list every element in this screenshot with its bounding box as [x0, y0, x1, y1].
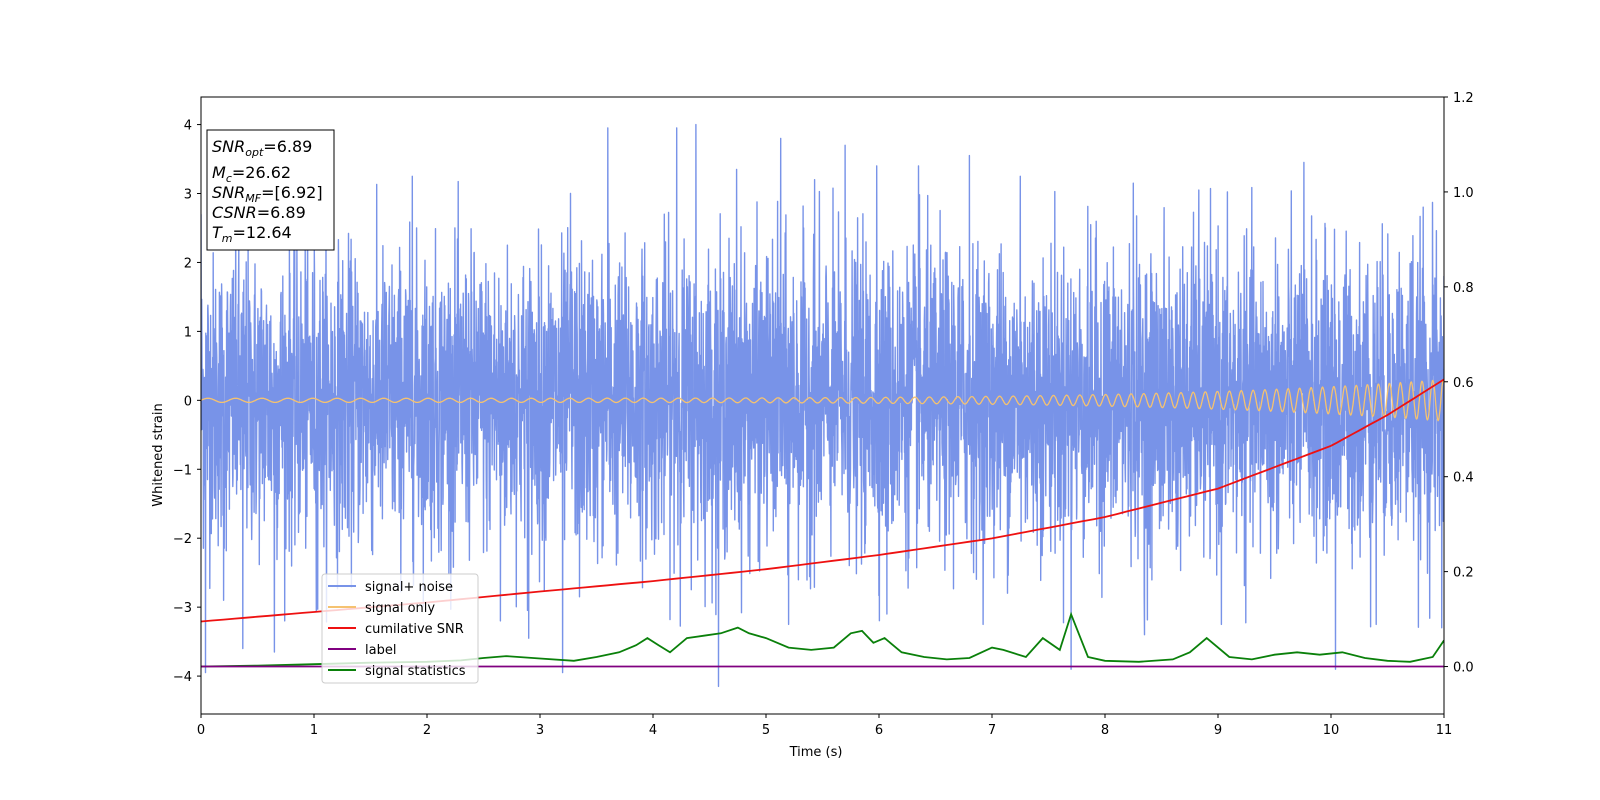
- legend-entry-label: cumilative SNR: [365, 622, 464, 637]
- legend-entry-label: signal only: [365, 601, 435, 616]
- series-signal-statistics-line: [201, 611, 1444, 668]
- stats-annotation-box: SNRopt=6.89 Mc=26.62SNRMF=[6.92]CSNR=6.89…: [206, 129, 335, 251]
- y-axis-label: Whitened strain: [151, 403, 166, 506]
- x-tick-label: 3: [536, 723, 544, 738]
- y-tick-label: 3: [184, 188, 192, 203]
- series-signal-plus-noise-line: [201, 123, 1444, 688]
- y2-tick-label: 0.0: [1453, 661, 1474, 676]
- x-tick-label: 11: [1436, 723, 1453, 738]
- x-tick-label: 2: [423, 723, 431, 738]
- legend-entry-label: label: [365, 643, 396, 658]
- stats-line: SNRMF=[6.92]: [212, 183, 323, 205]
- x-tick-label: 8: [1101, 723, 1109, 738]
- stats-line: Tm=12.64: [212, 223, 292, 245]
- y-tick-label: −1: [173, 463, 192, 478]
- x-tick-label: 0: [197, 723, 205, 738]
- x-tick-label: 9: [1214, 723, 1222, 738]
- legend-frame: [321, 573, 479, 684]
- y2-tick-label: 0.2: [1453, 566, 1474, 581]
- x-tick-label: 10: [1323, 723, 1340, 738]
- y-tick-label: 1: [184, 325, 192, 340]
- stats-line: SNRopt=6.89: [212, 137, 312, 159]
- legend-entry-label: signal statistics: [365, 664, 466, 679]
- x-tick-label: 5: [762, 723, 770, 738]
- x-axis-label: Time (s): [789, 745, 843, 760]
- x-tick-label: 1: [310, 723, 318, 738]
- legend: signal+ noise signal only cumilative SNR la…: [321, 573, 479, 684]
- y-tick-label: 2: [184, 256, 192, 271]
- y-tick-label: −3: [173, 601, 192, 616]
- y-tick-label: 4: [184, 119, 192, 134]
- legend-entry-label: signal+ noise: [365, 580, 453, 595]
- y-tick-label: 0: [184, 394, 192, 409]
- y2-tick-label: 0.6: [1453, 376, 1474, 391]
- x-tick-label: 4: [649, 723, 657, 738]
- stats-box-frame: [206, 129, 335, 251]
- y2-tick-label: 1.0: [1453, 186, 1474, 201]
- axes: 0 1 2 3 4 5 6 7 8 9 10 1143210−1−2−3−41.21.00.80.60…: [173, 91, 1474, 738]
- x-tick-label: 7: [988, 723, 996, 738]
- stats-line: Mc=26.62: [212, 163, 291, 185]
- axes-frame: [200, 96, 1445, 715]
- y2-tick-label: 1.2: [1453, 91, 1474, 106]
- stats-line: CSNR=6.89: [212, 203, 306, 222]
- series-signal-only-line: [201, 378, 1444, 422]
- x-tick-label: 6: [875, 723, 883, 738]
- y2-tick-label: 0.4: [1453, 471, 1474, 486]
- y-tick-label: −2: [173, 532, 192, 547]
- y-tick-label: −4: [173, 670, 192, 685]
- y2-tick-label: 0.8: [1453, 281, 1474, 296]
